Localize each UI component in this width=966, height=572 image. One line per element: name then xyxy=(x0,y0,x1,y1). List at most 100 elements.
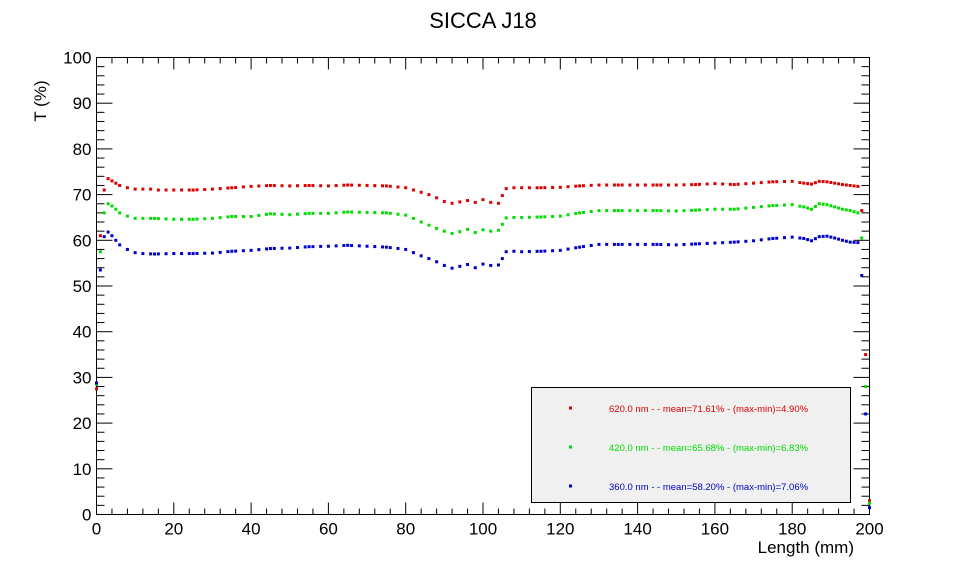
data-point xyxy=(825,203,829,207)
data-point xyxy=(771,180,775,184)
y-tick-label: 30 xyxy=(73,368,92,387)
data-point xyxy=(690,183,694,187)
data-point xyxy=(357,210,361,214)
data-point xyxy=(520,250,524,254)
data-point xyxy=(195,188,199,192)
data-point xyxy=(605,183,609,187)
data-point xyxy=(98,268,102,272)
data-point xyxy=(172,217,176,221)
data-point xyxy=(191,188,195,192)
data-point xyxy=(856,241,860,245)
data-point xyxy=(539,186,543,190)
series-2-points xyxy=(95,230,871,510)
data-point xyxy=(833,205,837,209)
data-point xyxy=(156,217,160,221)
data-points xyxy=(95,177,871,510)
data-point xyxy=(612,183,616,187)
data-point xyxy=(504,187,508,191)
data-point xyxy=(597,242,601,246)
data-point xyxy=(697,208,701,212)
data-point xyxy=(218,187,222,191)
data-point xyxy=(736,207,740,211)
x-tick-label: 0 xyxy=(92,520,101,539)
data-point xyxy=(268,247,272,251)
data-point xyxy=(427,257,431,261)
data-point xyxy=(817,202,821,206)
data-point xyxy=(620,183,624,187)
data-point xyxy=(833,236,837,240)
data-point xyxy=(551,249,555,253)
data-point xyxy=(589,244,593,248)
data-point xyxy=(450,201,454,205)
data-point xyxy=(837,237,841,241)
x-tick-label: 140 xyxy=(623,520,651,539)
data-point xyxy=(864,385,868,389)
data-point xyxy=(759,205,763,209)
data-point xyxy=(721,241,725,245)
data-point xyxy=(732,240,736,244)
data-point xyxy=(500,194,504,198)
axis-tick-labels: 0 20 40 60 80 100 120 140 160 180 200 0 10 20 30 40 50 60… xyxy=(63,49,884,539)
data-point xyxy=(249,184,253,188)
data-point xyxy=(365,210,369,214)
x-tick-label: 160 xyxy=(701,520,729,539)
data-point xyxy=(667,209,671,213)
data-point xyxy=(852,210,856,214)
data-point xyxy=(346,210,350,214)
data-point xyxy=(373,211,377,215)
data-point xyxy=(825,180,829,184)
data-point xyxy=(713,207,717,211)
data-point xyxy=(558,214,562,218)
data-point xyxy=(280,184,284,188)
data-point xyxy=(342,210,346,214)
data-point xyxy=(230,215,234,219)
legend-label: 620.0 nm - - mean=71.61% - (max-min)=4.9… xyxy=(609,404,809,415)
data-point xyxy=(802,205,806,209)
data-point xyxy=(790,235,794,239)
data-point xyxy=(504,250,508,254)
data-point xyxy=(539,249,543,253)
data-point xyxy=(829,235,833,239)
data-point xyxy=(674,243,678,247)
axis-ticks xyxy=(96,57,870,515)
data-point xyxy=(806,182,810,186)
data-point xyxy=(272,212,276,216)
legend-box xyxy=(531,387,851,503)
data-point xyxy=(705,241,709,245)
data-point xyxy=(775,180,779,184)
data-point xyxy=(651,183,655,187)
data-point xyxy=(574,246,578,250)
data-point xyxy=(241,249,245,253)
data-point xyxy=(303,212,307,216)
data-point xyxy=(396,247,400,251)
data-point xyxy=(636,242,640,246)
data-point xyxy=(817,235,821,239)
data-point xyxy=(442,229,446,233)
data-point xyxy=(427,193,431,197)
data-point xyxy=(326,211,330,215)
data-point xyxy=(551,214,555,218)
data-point xyxy=(667,183,671,187)
data-point xyxy=(667,243,671,247)
data-point xyxy=(125,214,129,218)
data-point xyxy=(651,242,655,246)
data-point xyxy=(782,203,786,207)
data-point xyxy=(852,240,856,244)
x-tick-label: 40 xyxy=(242,520,261,539)
data-point xyxy=(744,206,748,210)
data-point xyxy=(682,183,686,187)
data-point xyxy=(118,211,122,215)
data-point xyxy=(864,412,868,416)
data-point xyxy=(543,186,547,190)
data-point xyxy=(257,213,261,217)
data-point xyxy=(311,211,315,215)
data-point xyxy=(628,242,632,246)
legend-label: 360.0 nm - - mean=58.20% - (max-min)=7.0… xyxy=(609,482,809,493)
data-point xyxy=(210,216,214,220)
data-point xyxy=(771,236,775,240)
data-point xyxy=(840,183,844,187)
data-point xyxy=(257,184,261,188)
data-point xyxy=(191,252,195,256)
data-point xyxy=(187,188,191,192)
